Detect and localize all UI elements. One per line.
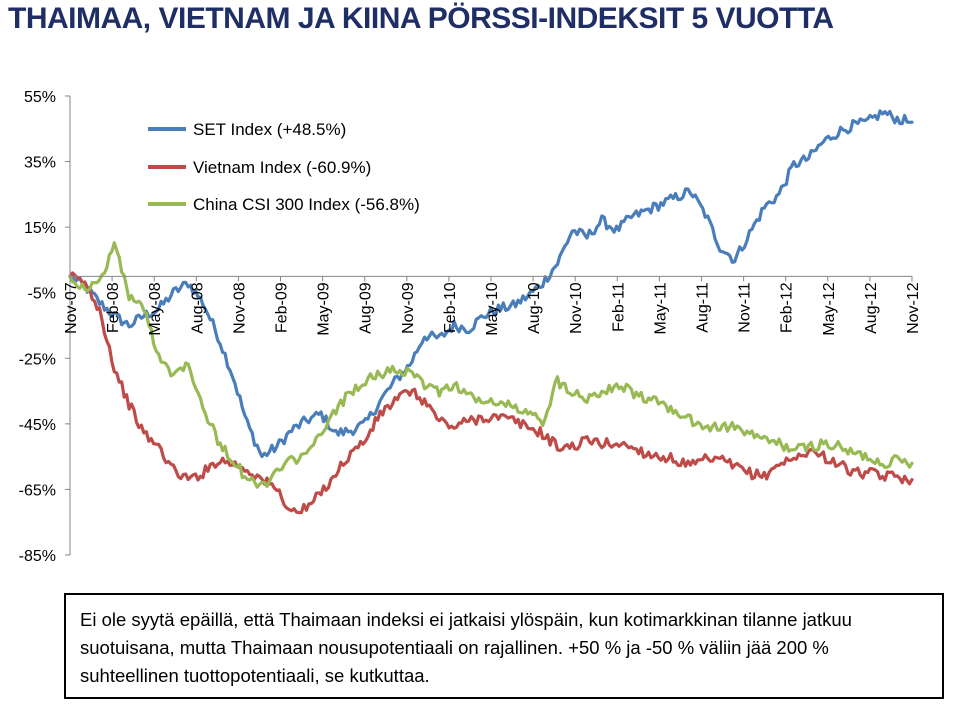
x-tick-label: Nov-08 xyxy=(231,282,248,334)
x-tick-label: May-12 xyxy=(821,282,838,335)
series-line xyxy=(68,241,914,489)
legend-label: SET Index (+48.5%) xyxy=(193,120,346,139)
y-tick-label: -45% xyxy=(19,417,56,434)
legend-label: China CSI 300 Index (-56.8%) xyxy=(193,195,420,214)
x-tick-label: Nov-11 xyxy=(737,282,754,332)
x-tick-label: May-10 xyxy=(484,282,501,335)
series-lines xyxy=(68,109,914,515)
commentary-line: suotuisana, mutta Thaimaan nousupotentia… xyxy=(80,637,829,658)
x-tick-label: Feb-11 xyxy=(610,282,627,332)
x-tick-label: Feb-10 xyxy=(442,282,459,333)
y-tick-label: 35% xyxy=(24,155,56,172)
x-tick-label: Feb-12 xyxy=(779,282,796,333)
x-tick-label: Nov-12 xyxy=(905,282,922,334)
commentary-box: Ei ole syytä epäillä, että Thaimaan inde… xyxy=(64,593,944,699)
y-tick-label: -5% xyxy=(28,286,56,303)
x-tick-label: Aug-10 xyxy=(526,282,543,334)
x-tick-label: Aug-11 xyxy=(695,282,712,333)
y-tick-label: 15% xyxy=(24,220,56,237)
x-tick-label: Aug-12 xyxy=(863,282,880,334)
series-line xyxy=(68,109,914,459)
chart-legend: SET Index (+48.5%) Vietnam Index (-60.9%)… xyxy=(148,120,420,214)
y-tick-label: 55% xyxy=(24,89,56,106)
legend-label: Vietnam Index (-60.9%) xyxy=(193,158,371,177)
x-tick-label: Feb-09 xyxy=(274,282,291,333)
page-title: THAIMAA, VIETNAM JA KIINA PÖRSSI-INDEKSI… xyxy=(8,2,834,35)
x-tick-label: May-11 xyxy=(652,282,669,334)
x-tick-label: Aug-09 xyxy=(358,282,375,334)
y-tick-label: -25% xyxy=(19,351,56,368)
x-tick-label: Nov-09 xyxy=(400,282,417,334)
x-tick-label: May-08 xyxy=(147,282,164,335)
x-tick-label: Nov-07 xyxy=(63,282,80,334)
x-tick-label: Nov-10 xyxy=(568,282,585,334)
x-axis-ticks: Nov-07 Feb-08 May-08 Aug-08 Nov-08 Feb-09 May-… xyxy=(63,276,922,336)
commentary-line: suhteellinen tuottopotentiaali, se kutku… xyxy=(80,665,430,686)
y-axis-ticks: 55% 35% 15% -5% -25% -45% -65% -85% xyxy=(19,89,70,565)
x-tick-label: Aug-08 xyxy=(189,282,206,334)
series-line xyxy=(68,271,914,515)
commentary-line: Ei ole syytä epäillä, että Thaimaan inde… xyxy=(80,609,852,630)
x-tick-label: May-09 xyxy=(316,282,333,335)
x-tick-label: Feb-08 xyxy=(105,282,122,333)
y-tick-label: -65% xyxy=(19,482,56,499)
y-tick-label: -85% xyxy=(19,548,56,565)
